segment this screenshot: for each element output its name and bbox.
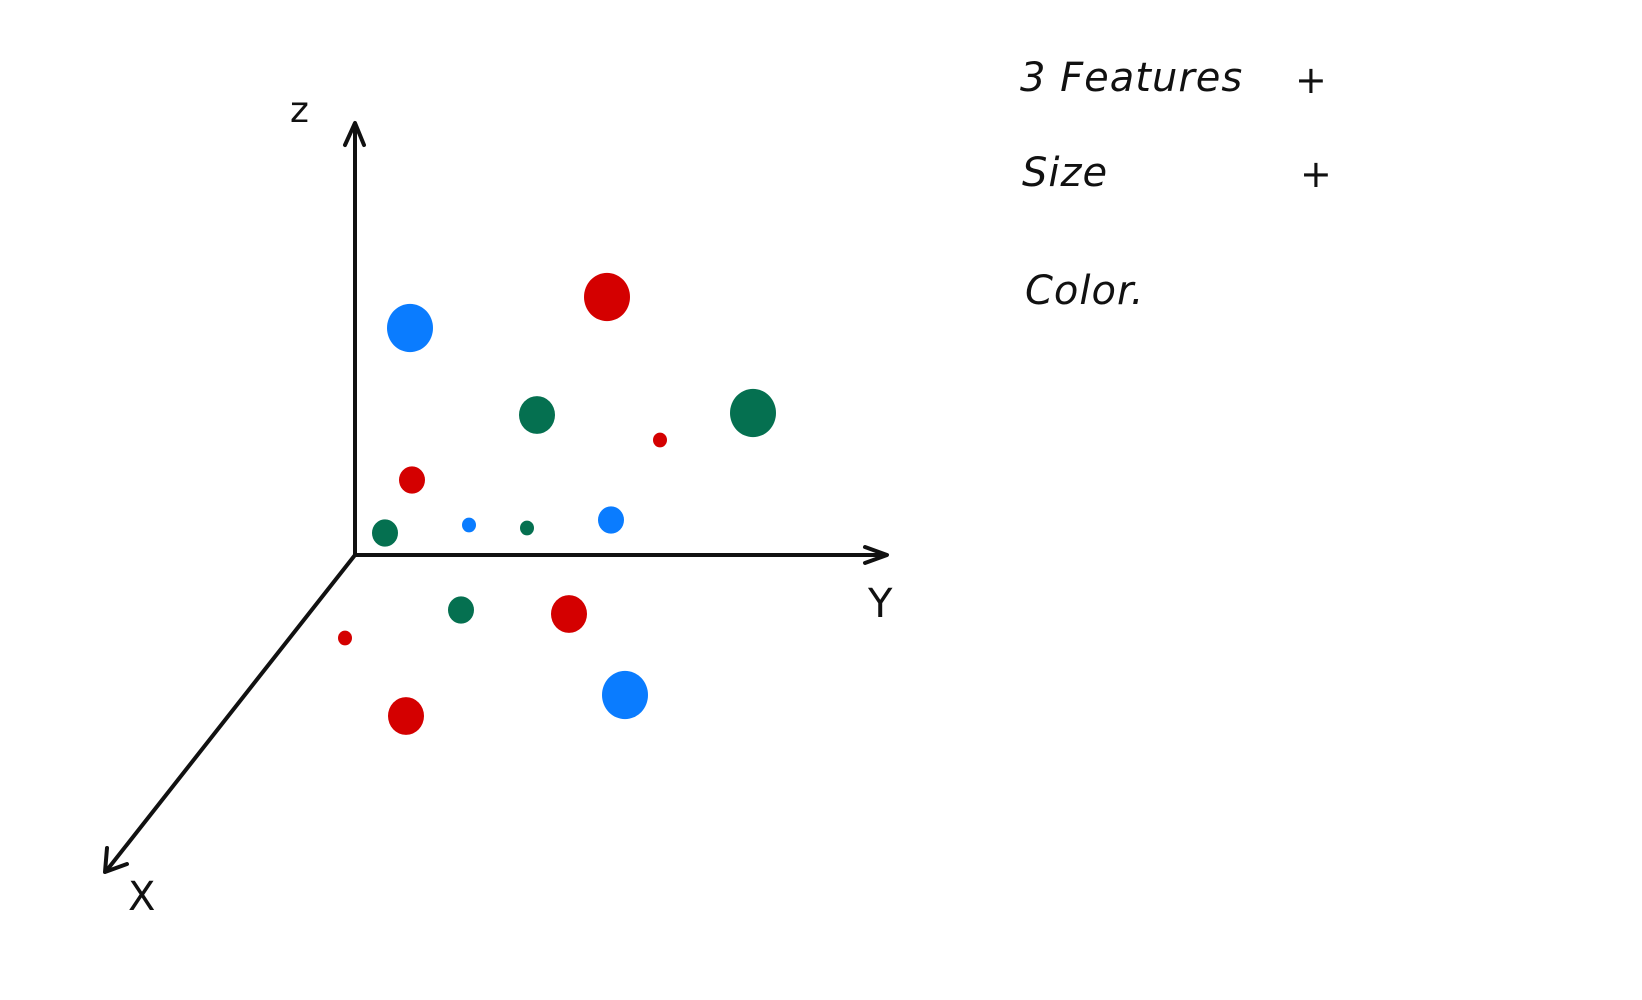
x-axis: [105, 553, 357, 872]
data-point-blue: [387, 303, 433, 353]
data-point-blue: [462, 517, 476, 533]
note-color: Color.: [1025, 268, 1145, 314]
data-point-red: [399, 466, 425, 494]
data-point-red: [338, 630, 352, 646]
data-points: [338, 272, 776, 735]
data-point-red: [584, 272, 630, 322]
data-point-red: [653, 432, 667, 448]
note-features: 3 Features: [1020, 55, 1244, 101]
data-point-green: [519, 396, 555, 434]
y-axis-label: Y: [867, 581, 893, 627]
data-point-blue: [598, 506, 624, 534]
data-point-green: [730, 388, 776, 438]
y-axis-arrowhead: [863, 545, 889, 565]
data-point-green: [520, 520, 534, 536]
data-point-green: [448, 596, 474, 624]
x-axis-label: X: [128, 874, 155, 920]
z-axis-label: z: [290, 90, 309, 131]
z-axis-arrowhead: [343, 121, 366, 147]
note-plus-2: +: [1300, 152, 1332, 196]
data-point-red: [388, 697, 424, 735]
data-point-blue: [602, 670, 648, 720]
data-point-green: [372, 519, 398, 547]
note-plus-1: +: [1295, 58, 1327, 102]
note-size: Size: [1022, 150, 1109, 196]
x-axis-arrowhead: [103, 846, 129, 874]
data-point-red: [551, 595, 587, 633]
